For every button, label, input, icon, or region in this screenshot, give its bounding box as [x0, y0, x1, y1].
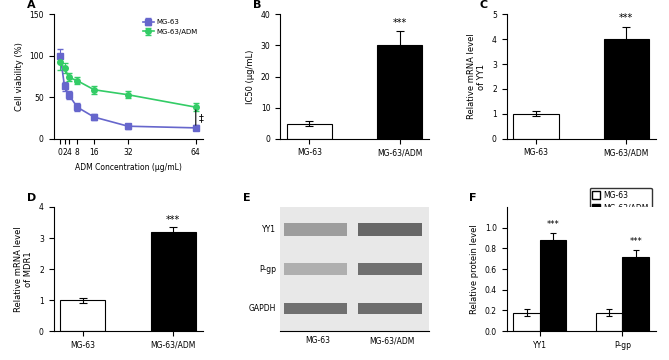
- Y-axis label: Relative mRNA level
of MDR1: Relative mRNA level of MDR1: [14, 226, 33, 312]
- Bar: [359, 263, 421, 275]
- Text: ***: ***: [393, 18, 407, 28]
- Y-axis label: Relative protein level: Relative protein level: [470, 224, 479, 314]
- Text: A: A: [27, 0, 35, 10]
- Bar: [596, 312, 622, 331]
- Legend: MG-63, MG-63/ADM: MG-63, MG-63/ADM: [142, 18, 199, 36]
- Legend: MG-63, MG-63/ADM: MG-63, MG-63/ADM: [589, 188, 652, 216]
- Text: GAPDH: GAPDH: [249, 304, 276, 313]
- Bar: [359, 303, 421, 314]
- Y-axis label: IC50 (μg/mL): IC50 (μg/mL): [246, 49, 255, 104]
- Text: B: B: [254, 0, 262, 10]
- Text: F: F: [470, 193, 477, 203]
- Bar: [603, 39, 649, 139]
- Bar: [287, 124, 332, 139]
- Text: E: E: [243, 193, 250, 203]
- Text: P-gp: P-gp: [260, 265, 276, 274]
- Text: YY1: YY1: [262, 225, 276, 234]
- Bar: [151, 232, 196, 331]
- Bar: [284, 263, 347, 275]
- Bar: [540, 240, 566, 331]
- Text: ***: ***: [630, 237, 642, 246]
- Bar: [60, 300, 106, 331]
- Bar: [359, 223, 421, 235]
- Text: ***: ***: [619, 13, 634, 23]
- Text: ***: ***: [547, 220, 559, 229]
- X-axis label: ADM Concentration (μg/mL): ADM Concentration (μg/mL): [75, 163, 181, 172]
- Bar: [513, 114, 559, 139]
- Y-axis label: Cell viability (%): Cell viability (%): [15, 42, 23, 111]
- Bar: [377, 45, 422, 139]
- Text: C: C: [480, 0, 488, 10]
- Bar: [513, 312, 540, 331]
- Y-axis label: Relative mRNA level
of YY1: Relative mRNA level of YY1: [467, 33, 486, 120]
- Text: D: D: [27, 193, 36, 203]
- Bar: [284, 303, 347, 314]
- Text: ***: ***: [166, 215, 181, 225]
- Bar: [622, 257, 649, 331]
- Text: ‡: ‡: [199, 113, 204, 123]
- Bar: [284, 223, 347, 235]
